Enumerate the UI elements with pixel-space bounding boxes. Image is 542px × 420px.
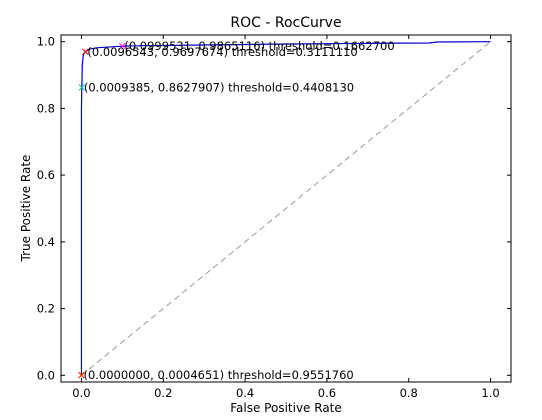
annotation-marker-b-0 [118, 42, 126, 50]
plot-frame [60, 34, 512, 383]
annotation-label-0: (0.0999531, 0.9865116) threshold=0.16627… [124, 39, 394, 53]
x-tick-label-5: 1.0 [481, 386, 499, 400]
y-tick-label-0: 0.0 [37, 368, 55, 382]
annotation-marker-b-3 [78, 371, 85, 379]
annotation-marker-b-1 [82, 48, 89, 56]
annotation-label-3: (0.0000000, 0.0004651) threshold=0.95517… [83, 368, 353, 382]
y-tick-label-2: 0.4 [37, 235, 55, 249]
reference-diagonal-line [81, 41, 491, 376]
y-tick-label-5: 1.0 [37, 35, 55, 49]
plot-area: 0.0 0.2 0.4 0.6 0.8 1.0 0.0 0.2 0.4 0.6 0.8 1.0 (0.0… [37, 34, 512, 400]
x-tick-label-4: 0.8 [400, 386, 418, 400]
y-axis-label: True Positive Rate [19, 155, 33, 263]
chart-title: ROC - RocCurve [230, 15, 341, 31]
x-tick-label-1: 0.2 [154, 386, 172, 400]
x-tick-label-0: 0.0 [72, 386, 90, 400]
annotation-marker-b-2 [78, 84, 86, 91]
annotation-label-2: (0.0009385, 0.8627907) threshold=0.44081… [84, 80, 354, 94]
x-tick-label-3: 0.6 [318, 386, 336, 400]
x-tick-label-2: 0.4 [236, 386, 254, 400]
y-tick-label-3: 0.6 [37, 168, 55, 182]
annotation-label-1: (0.0096543, 0.9697674) threshold=0.31111… [87, 45, 357, 59]
x-axis-label: False Positive Rate [230, 401, 342, 415]
y-tick-label-4: 0.8 [37, 101, 55, 115]
y-tick-label-1: 0.2 [37, 302, 55, 316]
